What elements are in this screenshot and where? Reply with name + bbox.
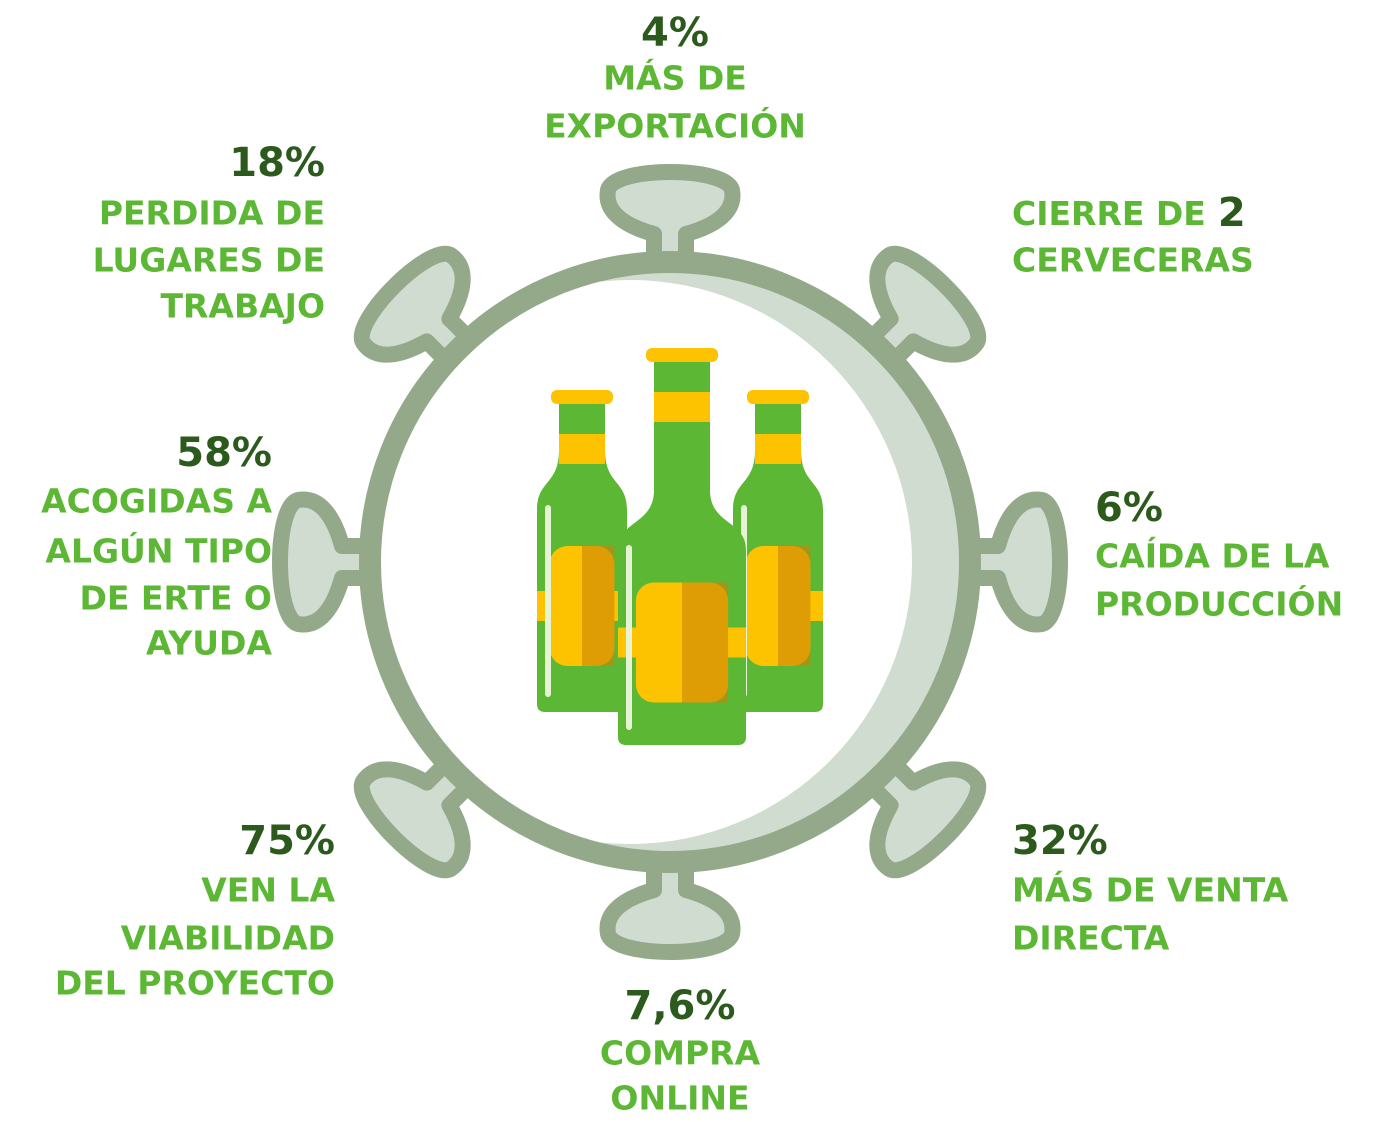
stat-label: TRABAJO [161,287,325,326]
stat-value: 7,6% [625,983,736,1029]
stat-label: DE ERTE O [80,579,273,618]
bottle-cap [747,390,809,404]
stat-label: CAÍDA DE LA [1095,536,1330,576]
bottle-cap [646,348,718,362]
bottle-label-shade [778,546,810,666]
bottle-neck-band [654,392,710,422]
bottle-label-shade [682,583,728,703]
stat-label: DEL PROYECTO [55,964,335,1003]
stat-value: 6% [1095,485,1163,531]
stat-line: CIERRE DE 2 [1012,190,1246,236]
stat-label: EXPORTACIÓN [544,106,806,146]
stat-value: 4% [641,10,709,56]
bottle-highlight [626,545,632,730]
stat-label: PRODUCCIÓN [1095,584,1343,624]
stat-label: COMPRA [600,1034,761,1073]
stat-label: DIRECTA [1012,919,1170,958]
stat-value: 32% [1012,818,1108,864]
stat-value: 18% [229,140,325,186]
beer-bottles [537,348,823,745]
stat-label: VIABILIDAD [121,919,335,958]
stat-label: CIERRE DE [1012,194,1206,233]
page: {"items": [ {"value": "4%", "lines": ["M… [0,0,1394,1118]
stat-label: MÁS DE [603,58,747,98]
stat-value: 2 [1218,190,1246,236]
stat-label: VEN LA [201,871,335,910]
stat-label: ONLINE [610,1079,749,1118]
infographic: 4% MÁS DE EXPORTACIÓN CIERRE DE 2 CERVECE… [0,0,1394,1118]
stat-label: MÁS DE VENTA [1012,870,1289,910]
stat-value: 75% [239,818,335,864]
stat-label: PERDIDA DE [99,194,325,233]
stat-label: AYUDA [146,624,272,663]
bottle-neck-band [755,434,801,464]
bottle-highlight [545,505,551,697]
stat-label: LUGARES DE [93,241,325,280]
bottle-neck-band [559,434,605,464]
stat-label: ALGÚN TIPO [45,531,272,571]
stat-label: ACOGIDAS A [41,482,272,521]
bottle-label-shade [582,546,614,666]
bottle-cap [551,390,613,404]
stat-value: 58% [176,430,272,476]
stat-label: CERVECERAS [1012,241,1254,280]
